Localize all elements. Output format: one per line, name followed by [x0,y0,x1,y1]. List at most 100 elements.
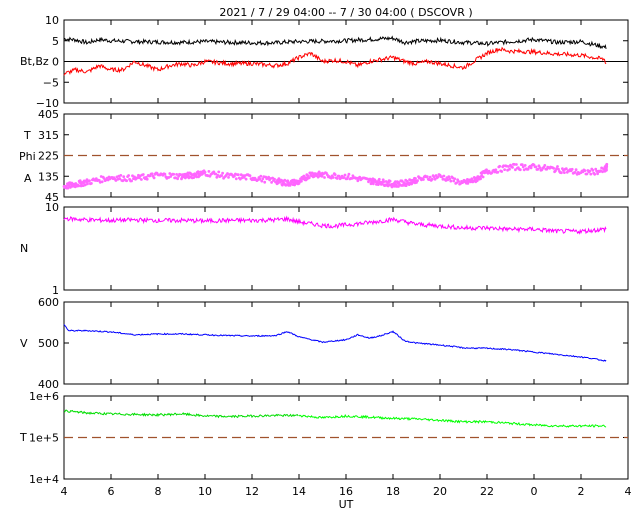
ylabel-v: V [20,337,28,350]
phi-point [452,179,456,183]
y-tick-label: 5 [52,35,59,48]
x-tick-label: 12 [245,485,259,498]
phi-point [88,179,91,183]
phi-point [564,167,568,171]
y-tick-label: 10 [45,201,59,214]
phi-point [179,173,182,177]
phi-point [529,166,533,170]
phi-point [136,176,139,180]
phi-point [605,162,609,166]
phi-point [605,165,609,168]
phi-point [453,177,457,181]
phi-point [307,176,311,180]
phi-point [520,163,524,167]
ylabel-temp: T [19,431,27,444]
phi-point [422,178,425,181]
phi-point [455,181,458,185]
line-series-bt [63,35,607,50]
ylabel-phi: Phi [19,150,36,163]
y-tick-label: 1e+6 [29,390,59,403]
phi-point [270,181,273,184]
phi-point [261,177,265,181]
phi-point [543,164,547,167]
phi-point [263,180,267,184]
phi-point [502,164,505,168]
x-tick-label: 14 [292,485,306,498]
ylabel-n: N [20,242,28,255]
phi-point [356,179,360,183]
phi-point [518,168,522,172]
phi-point [196,170,200,174]
phi-point [430,177,434,181]
phi-point [176,177,180,181]
phi-point [343,173,347,177]
phi-point [442,174,446,178]
phi-point [152,176,156,180]
phi-point [523,164,527,167]
scatter-series-phi [62,162,609,190]
phi-point [346,175,350,179]
phi-point [244,177,248,181]
line-series-n [63,215,607,235]
phi-point [382,180,386,184]
x-tick-label: 18 [386,485,400,498]
y-tick-label: 225 [38,150,59,163]
x-tick-label: 6 [108,485,115,498]
phi-point [545,167,549,171]
phi-point [479,177,482,181]
phi-point [436,175,440,179]
phi-point [216,173,220,177]
phi-point [102,177,106,180]
y-tick-label: 1e+5 [29,432,59,445]
phi-point [347,172,351,176]
phi-point [203,170,207,174]
phi-point [434,174,438,177]
phi-point [140,178,143,181]
phi-point [538,166,542,170]
phi-point [557,167,560,171]
phi-point [133,175,136,179]
phi-point [583,169,587,173]
ylabel-t: T [23,129,31,142]
phi-point [563,171,566,175]
phi-point [331,176,335,179]
y-tick-label: 500 [38,337,59,350]
phi-point [503,168,506,172]
phi-point [259,174,263,178]
phi-point [77,184,81,188]
line-series-t_late [298,414,607,428]
x-axis-ticks: 4 6 8 10 12 14 16 18 20 22 0 2 4 [61,20,632,498]
phi-point [273,177,276,181]
phi-point [507,165,510,168]
phi-point [248,174,252,178]
phi-point [388,179,392,183]
phi-point [118,177,122,181]
series-layer [62,35,628,439]
phi-point [345,177,349,181]
chart-title: 2021 / 7 / 29 04:00 -- 7 / 30 04:00 ( DS… [219,6,472,19]
phi-point [119,174,123,177]
phi-point [342,176,346,179]
phi-point [425,175,429,179]
phi-point [432,175,436,179]
phi-point [258,177,262,181]
x-tick-label: 22 [480,485,494,498]
phi-point [141,173,145,176]
phi-point [605,168,608,172]
phi-point [267,175,270,179]
panel-phi: T Phi A 405 315 225 135 45 [19,108,629,204]
phi-point [217,170,221,174]
phi-point [227,176,230,179]
phi-point [207,170,211,173]
phi-point [122,175,126,179]
phi-point [574,168,578,172]
phi-point [513,163,516,166]
y-tick-label: 1e+4 [29,473,59,486]
phi-point [172,172,176,176]
phi-point [323,176,326,179]
phi-point [496,170,500,174]
phi-point [100,180,104,184]
phi-point [534,165,538,169]
phi-point [448,177,452,181]
phi-point [377,177,381,181]
